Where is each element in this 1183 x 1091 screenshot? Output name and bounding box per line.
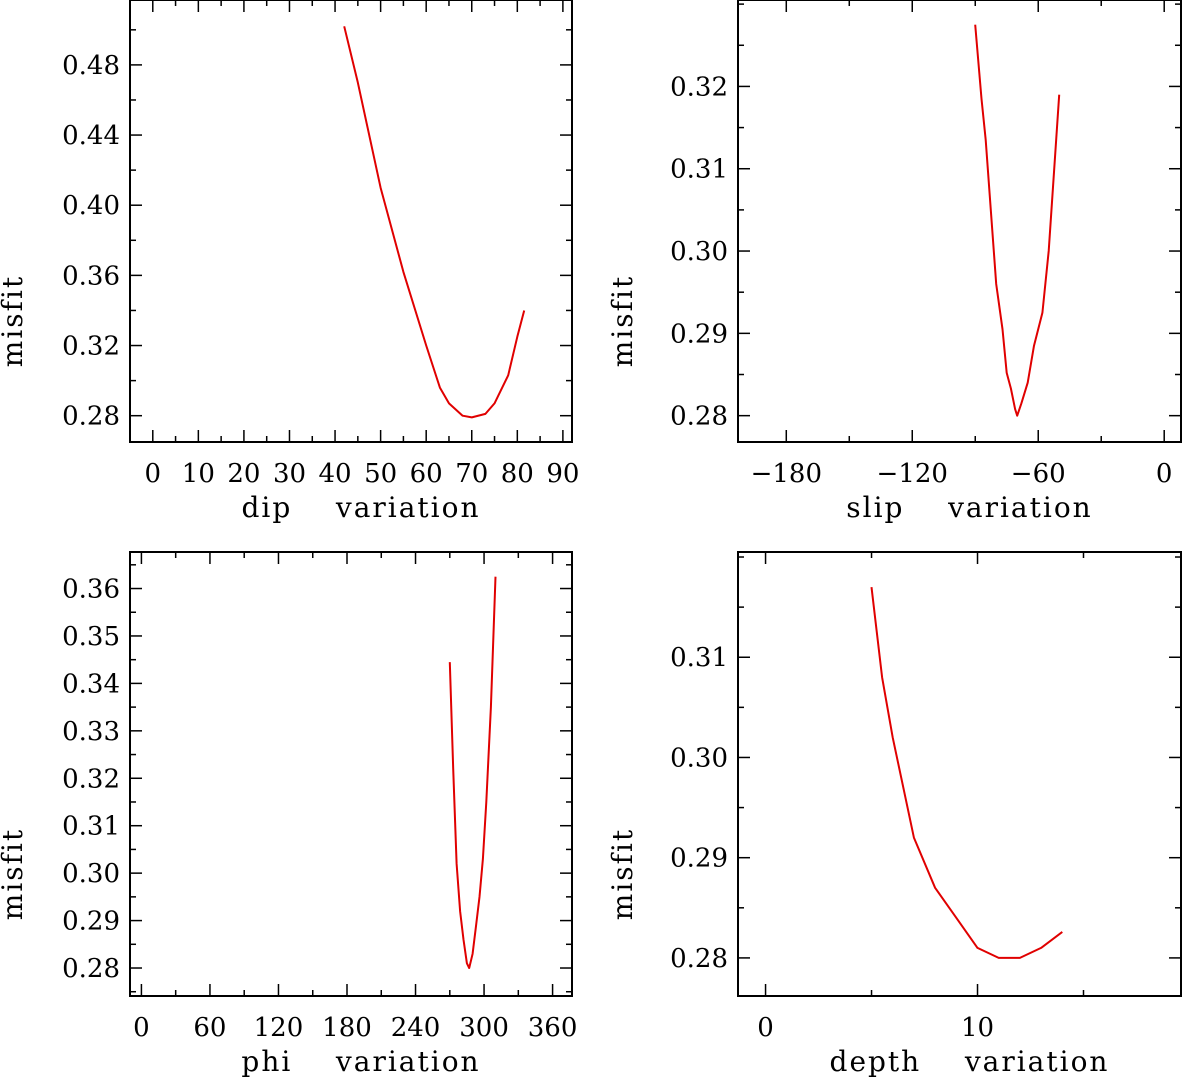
phi-x-axis-label: phi variation — [241, 1045, 480, 1078]
slip-y-tick-label: 0.28 — [670, 402, 728, 432]
depth-misfit-curve — [870, 586, 1063, 959]
dip-y-tick-label: 0.36 — [62, 261, 120, 291]
depth-y-tick-label: 0.28 — [670, 944, 728, 974]
dip-y-tick-label: 0.32 — [62, 332, 120, 362]
dip-y-tick-label: 0.44 — [62, 121, 120, 151]
phi-x-tick-label: 300 — [459, 1013, 509, 1043]
depth-y-tick-label: 0.30 — [670, 743, 728, 773]
phi-x-tick-label: 60 — [193, 1013, 226, 1043]
depth-x-tick-label: 10 — [961, 1013, 994, 1043]
slip-y-tick-label: 0.31 — [670, 155, 728, 185]
slip-x-tick-label: −120 — [877, 459, 948, 489]
phi-plot-frame — [129, 551, 573, 997]
phi-y-tick-label: 0.29 — [62, 907, 120, 937]
phi-y-tick-label: 0.35 — [62, 622, 120, 652]
depth-y-tick-label: 0.31 — [670, 643, 728, 673]
phi-panel: 0 60 120 180 240 300 360 0.28 0.29 0.30 0.31 0.32 0.… — [0, 551, 578, 1078]
dip-x-tick-label: 90 — [546, 459, 579, 489]
slip-y-axis-label: misfit — [606, 275, 639, 367]
dip-x-tick-label: 40 — [319, 459, 352, 489]
dip-y-tick-label: 0.28 — [62, 402, 120, 432]
depth-x-axis-label: depth variation — [830, 1045, 1110, 1078]
phi-y-tick-label: 0.34 — [62, 669, 120, 699]
dip-x-tick-label: 50 — [364, 459, 397, 489]
slip-x-tick-label: −60 — [1011, 459, 1066, 489]
slip-x-tick-label: 0 — [1156, 459, 1173, 489]
slip-x-axis-label: slip variation — [846, 491, 1092, 524]
phi-y-tick-label: 0.36 — [62, 575, 120, 605]
depth-panel: 0 10 0.28 0.29 0.30 0.31 depth variation misfit — [606, 551, 1182, 1078]
depth-x-tick-label: 0 — [757, 1013, 774, 1043]
dip-x-tick-label: 0 — [145, 459, 162, 489]
phi-x-tick-label: 120 — [254, 1013, 304, 1043]
depth-y-tick-label: 0.29 — [670, 844, 728, 874]
phi-y-tick-label: 0.31 — [62, 812, 120, 842]
slip-panel: −180 −120 −60 0 0.28 0.29 0.30 0.31 0.32 slip var… — [606, 0, 1182, 524]
depth-plot-frame — [737, 551, 1182, 997]
dip-x-tick-label: 70 — [455, 459, 488, 489]
slip-plot-frame — [737, 0, 1182, 443]
phi-x-tick-label: 180 — [322, 1013, 372, 1043]
phi-misfit-curve — [448, 576, 497, 969]
dip-x-tick-label: 30 — [273, 459, 306, 489]
dip-x-tick-label: 20 — [227, 459, 260, 489]
slip-y-tick-label: 0.32 — [670, 72, 728, 102]
dip-y-axis-label: misfit — [0, 275, 29, 367]
phi-y-tick-label: 0.33 — [62, 717, 120, 747]
phi-y-tick-label: 0.32 — [62, 764, 120, 794]
depth-y-axis-label: misfit — [606, 828, 639, 920]
phi-y-tick-label: 0.28 — [62, 954, 120, 984]
slip-y-tick-label: 0.29 — [670, 319, 728, 349]
dip-x-tick-label: 60 — [410, 459, 443, 489]
phi-y-axis-label: misfit — [0, 828, 29, 920]
slip-misfit-curve — [974, 24, 1061, 417]
dip-x-tick-label: 80 — [501, 459, 534, 489]
phi-x-tick-label: 240 — [391, 1013, 441, 1043]
dip-y-tick-label: 0.40 — [62, 191, 120, 221]
dip-y-tick-label: 0.48 — [62, 51, 120, 81]
slip-y-tick-label: 0.30 — [670, 237, 728, 267]
dip-panel: 0 10 20 30 40 50 60 70 80 90 0.28 0.32 0.36 0.40 0.44 0… — [0, 0, 579, 524]
slip-x-tick-label: −180 — [751, 459, 822, 489]
dip-x-axis-label: dip variation — [241, 491, 480, 524]
dip-x-tick-label: 10 — [182, 459, 215, 489]
phi-x-tick-label: 360 — [528, 1013, 578, 1043]
dip-misfit-curve — [343, 26, 526, 419]
phi-x-tick-label: 0 — [133, 1013, 150, 1043]
dip-plot-frame — [129, 0, 573, 443]
phi-y-tick-label: 0.30 — [62, 859, 120, 889]
